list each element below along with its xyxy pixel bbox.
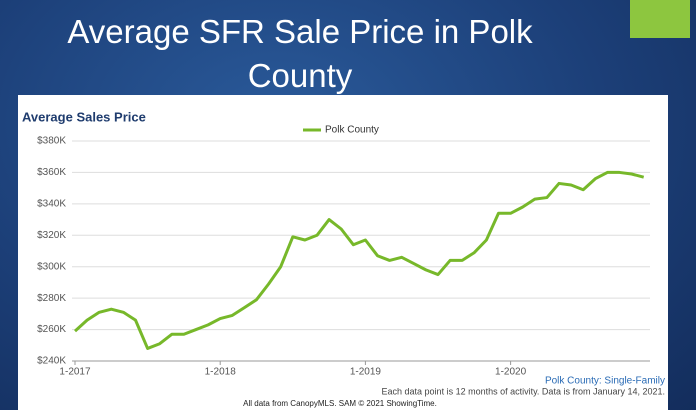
series-line	[73, 170, 645, 350]
chart-panel	[18, 95, 668, 410]
y-tick-label: $300K	[37, 261, 66, 272]
y-tick-label: $360K	[37, 167, 66, 178]
x-tick-label: 1-2019	[350, 367, 382, 378]
annotation: All data from CanopyMLS. SAM © 2021 Show…	[243, 399, 437, 408]
y-tick-label: $320K	[37, 230, 66, 241]
y-tick-label: $380K	[37, 136, 66, 147]
legend-label: Polk County	[325, 125, 379, 136]
slide-title: Average SFR Sale Price in Polk County	[67, 13, 533, 94]
x-tick-label: 1-2018	[205, 367, 237, 378]
y-tick-label: $340K	[37, 198, 66, 209]
accent-square	[630, 0, 690, 38]
x-tick-label: 1-2020	[495, 367, 527, 378]
y-tick-label: $240K	[37, 356, 66, 367]
annotation: Each data point is 12 months of activity…	[382, 386, 665, 396]
chart-subtitle: Polk County: Single-Family	[545, 376, 665, 387]
y-tick-label: $260K	[37, 324, 66, 335]
x-tick-label: 1-2017	[59, 367, 91, 378]
y-tick-label: $280K	[37, 293, 66, 304]
chart-title: Average Sales Price	[22, 109, 146, 124]
